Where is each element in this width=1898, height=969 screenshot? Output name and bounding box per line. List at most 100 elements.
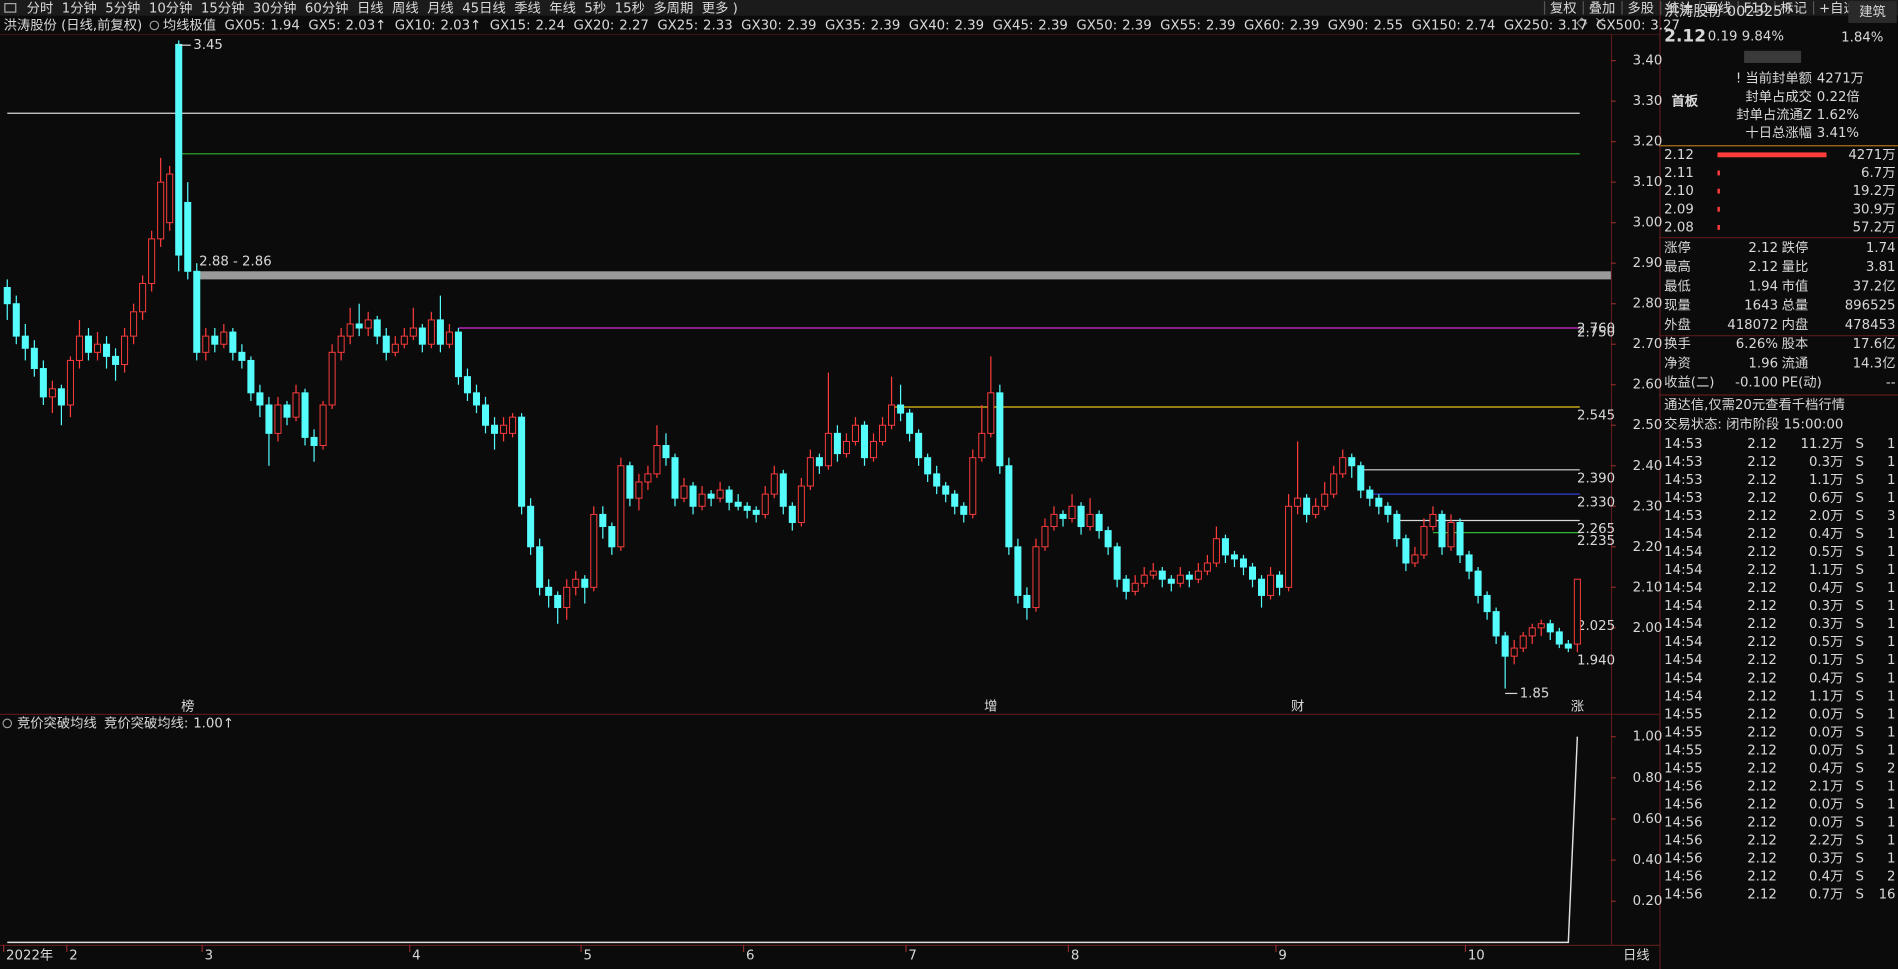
bid-price: 2.10 — [1664, 184, 1694, 199]
stat-label: 流通 — [1782, 355, 1809, 371]
toolbar-button[interactable]: +自选 — [1819, 0, 1857, 16]
period-tab[interactable]: 5分钟 — [105, 0, 140, 16]
candle-body — [454, 331, 462, 378]
candle-body — [292, 392, 300, 418]
toolbar-button[interactable]: 复权 — [1550, 0, 1577, 16]
sector-button-bg[interactable] — [1848, 1, 1897, 23]
bid-volume: 30.9万 — [1853, 202, 1896, 217]
period-tab[interactable]: 30分钟 — [253, 0, 297, 16]
period-tab[interactable]: 分时 — [27, 0, 54, 16]
period-tab[interactable]: 周线 — [392, 0, 419, 16]
candle-body — [906, 412, 914, 434]
candle-body — [1140, 574, 1148, 584]
candle-body — [1149, 570, 1157, 576]
tick-count: 1 — [1887, 797, 1895, 812]
tick-volume: 11.2万 — [1801, 437, 1844, 452]
event-marker[interactable]: 财 — [1291, 698, 1304, 714]
tick-time: 14:56 — [1664, 834, 1702, 849]
event-marker[interactable]: 涨 — [1571, 698, 1584, 714]
period-tab[interactable]: 60分钟 — [305, 0, 349, 16]
period-tab[interactable]: 10分钟 — [149, 0, 193, 16]
notice[interactable]: 通达信,仅需20元查看千档行情 — [1664, 397, 1845, 413]
tick-price: 2.12 — [1747, 743, 1777, 758]
indicator-icon[interactable] — [149, 20, 160, 31]
stat-value: 14.3亿 — [1853, 355, 1896, 371]
tick-volume: 0.4万 — [1809, 761, 1843, 776]
period-tab[interactable]: 1分钟 — [62, 0, 97, 16]
tick-count: 1 — [1887, 581, 1895, 596]
candle-body — [833, 432, 841, 455]
period-tab[interactable]: 季线 — [514, 0, 541, 16]
bid-volume: 57.2万 — [1853, 220, 1896, 235]
x-tick-label: 5 — [584, 949, 592, 964]
period-tab[interactable]: 更多 ) — [702, 0, 738, 16]
event-marker[interactable]: 增 — [984, 698, 997, 714]
candle-body — [1366, 489, 1374, 499]
period-tab[interactable]: 年线 — [549, 0, 576, 16]
toolbar-button[interactable]: 画线 — [1705, 0, 1732, 16]
tick-time: 14:56 — [1664, 815, 1702, 830]
collapse-button[interactable] — [1744, 50, 1802, 63]
candle-body — [418, 327, 426, 345]
event-marker[interactable]: 榜 — [181, 697, 194, 714]
tick-volume: 0.5万 — [1809, 635, 1843, 650]
tick-volume: 1.1万 — [1809, 689, 1843, 704]
level-value-label: 2.750 — [1577, 325, 1615, 340]
indicator-icon[interactable] — [2, 718, 13, 729]
seal-label: 十日总涨幅 — [1745, 125, 1812, 141]
panel-icons[interactable] — [1576, 17, 1605, 29]
candle-body — [112, 355, 120, 365]
tick-side: S — [1856, 635, 1864, 650]
tick-volume: 0.4万 — [1809, 527, 1843, 542]
y-tick-label: 2.30 — [1633, 499, 1663, 514]
period-tab[interactable]: 15分钟 — [201, 0, 245, 16]
stat-value: 17.6亿 — [1853, 336, 1896, 352]
period-tab[interactable]: 5秒 — [584, 0, 606, 16]
gx-name: GX40: — [909, 18, 950, 33]
sector-button[interactable]: 建筑 — [1859, 4, 1886, 20]
toolbar-button[interactable]: 多股 — [1627, 0, 1654, 16]
toolbar-button[interactable]: 统计 — [1666, 0, 1693, 16]
tick-side: S — [1856, 581, 1864, 596]
tick-side: S — [1856, 563, 1864, 578]
y-tick-label: 3.10 — [1633, 175, 1663, 190]
tick-count: 1 — [1887, 834, 1895, 849]
period-tab[interactable]: 15秒 — [615, 0, 645, 16]
period-tab[interactable]: 月线 — [427, 0, 454, 16]
stat-label: 最高 — [1664, 258, 1691, 275]
candle-body — [130, 311, 138, 337]
y-tick-label: 3.00 — [1633, 216, 1663, 231]
toolbar-button[interactable]: 叠加 — [1589, 0, 1616, 16]
stat-value: 1.96 — [1748, 356, 1778, 371]
candle-body — [1194, 570, 1202, 580]
tick-side: S — [1856, 599, 1864, 614]
candle-body — [1339, 457, 1347, 475]
tick-side: S — [1856, 870, 1864, 885]
candle-body — [1077, 505, 1085, 528]
candle-body — [806, 457, 814, 487]
candle-body — [1528, 627, 1536, 637]
toolbar-button[interactable]: 标记 — [1780, 0, 1807, 16]
candle-body — [1212, 538, 1220, 564]
candle-body — [75, 335, 83, 361]
tick-count: 1 — [1887, 689, 1895, 704]
candle-body — [1420, 526, 1428, 556]
level-band-label: 2.88 - 2.86 — [199, 255, 272, 270]
candle-body — [202, 335, 210, 353]
candle-body — [1294, 497, 1302, 507]
tick-side: S — [1856, 852, 1864, 867]
menu-icon[interactable] — [4, 3, 17, 13]
tick-price: 2.12 — [1747, 834, 1777, 849]
period-tab[interactable]: 日线 — [357, 0, 384, 16]
bid-price: 2.11 — [1664, 166, 1694, 181]
candle-body — [915, 432, 923, 459]
candle-body — [1555, 631, 1563, 645]
tick-price: 2.12 — [1747, 581, 1777, 596]
period-tab[interactable]: 45日线 — [462, 0, 506, 16]
toolbar-button[interactable]: F10 — [1744, 1, 1769, 16]
tick-price: 2.12 — [1747, 671, 1777, 686]
candle-body — [1276, 574, 1284, 588]
tick-side: S — [1856, 779, 1864, 794]
tick-count: 1 — [1887, 671, 1895, 686]
period-tab[interactable]: 多周期 — [653, 0, 693, 16]
